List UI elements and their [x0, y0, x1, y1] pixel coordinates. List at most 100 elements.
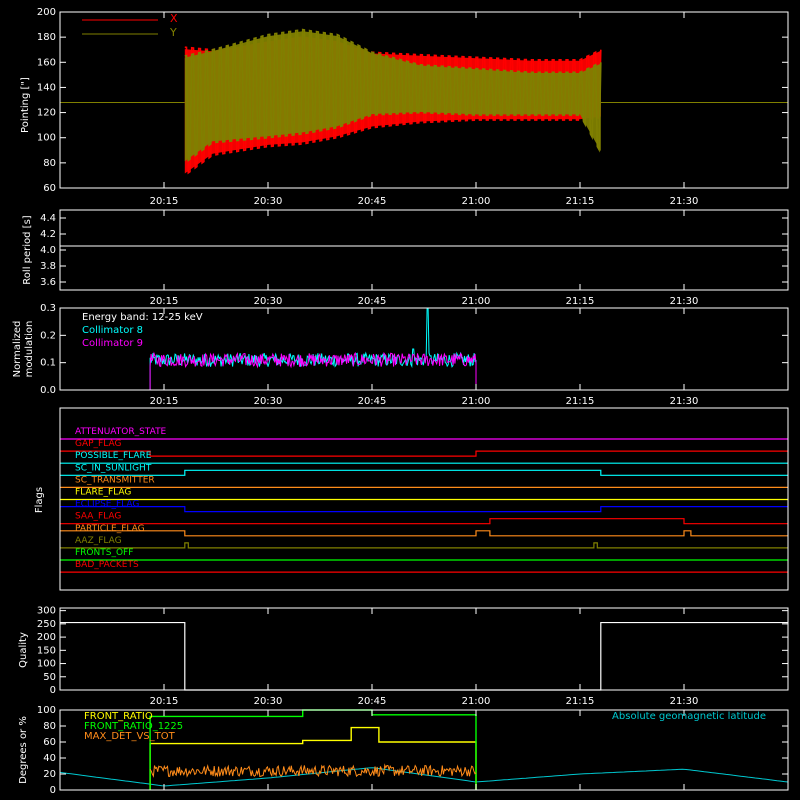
quality-ylabel: Quality	[18, 632, 29, 668]
roll-xtick-label: 20:15	[150, 296, 179, 307]
roll-ylabel: Roll period [s]	[22, 215, 33, 284]
modulation-xtick-label: 20:45	[358, 396, 387, 407]
pointing-ytick-label: 140	[37, 82, 56, 93]
flag-line-particle-flag	[60, 530, 788, 537]
flag-label-possible-flare: POSSIBLE_FLARE	[75, 451, 152, 461]
geomag-latitude-line	[59, 767, 789, 787]
pointing-plot-area	[60, 28, 788, 175]
modulation-ytick-label: 0.1	[40, 358, 56, 369]
pointing-xtick-label: 21:30	[670, 196, 699, 207]
flag-label-aaz-flag: AAZ_FLAG	[75, 536, 122, 546]
quality-ytick-label: 100	[37, 659, 56, 670]
modulation-plot-area	[60, 307, 788, 391]
quality-ytick-label: 50	[43, 672, 56, 683]
ratios-ytick-label: 100	[37, 705, 56, 716]
flags-plot-area: ATTENUATOR_STATE GAP_FLAG POSSIBLE_FLARE SC…	[60, 427, 788, 573]
modulation-xtick-label: 20:15	[150, 396, 179, 407]
modulation-ytick-label: 0.0	[40, 385, 56, 396]
flags-ylabel: Flags	[34, 487, 45, 513]
modulation-xtick-label: 21:30	[670, 396, 699, 407]
roll-ytick-label: 4.0	[40, 245, 56, 256]
modulation-xtick-label: 21:00	[462, 396, 491, 407]
pointing-xtick-label: 21:00	[462, 196, 491, 207]
energy-band-label: Energy band: 12-25 keV	[82, 312, 203, 323]
pointing-y-series	[184, 28, 602, 162]
pointing-xtick-label: 20:15	[150, 196, 179, 207]
ratios-panel: 0 20 40 60 80 100 Degrees or % FRONT_RATIO FR…	[18, 705, 789, 796]
pointing-y-series-fill	[184, 31, 601, 162]
ratio-series-1	[149, 726, 477, 790]
flag-label-eclipse-flag: ECLIPSE_FLAG	[75, 500, 139, 510]
ratios-ytick-label: 40	[43, 753, 56, 764]
ratios-ytick-label: 60	[43, 737, 56, 748]
roll-xtick-label: 20:45	[358, 296, 387, 307]
pointing-frame	[59, 11, 789, 189]
collimator8-label: Collimator 8	[82, 325, 143, 336]
ratios-ytick-label: 0	[50, 785, 56, 796]
geomag-label: Absolute geomagnetic latitude	[612, 711, 766, 722]
modulation-ylabel-line2: modulation	[24, 321, 35, 378]
max-det-label: MAX_DET_VS_TOT	[84, 731, 176, 742]
flag-label-sc-transmitter: SC_TRANSMITTER	[75, 475, 155, 485]
ratios-ytick-label: 80	[43, 721, 56, 732]
roll-ytick-label: 3.6	[40, 277, 56, 288]
modulation-series-2	[60, 351, 788, 391]
modulation-xtick-label: 21:15	[566, 396, 595, 407]
pointing-xtick-label: 21:15	[566, 196, 595, 207]
pointing-ylabel: Pointing ["]	[20, 77, 31, 133]
pointing-ytick-label: 180	[37, 32, 56, 43]
flag-label-fronts-off: FRONTS_OFF	[75, 548, 133, 558]
quality-xtick-label: 21:30	[670, 696, 699, 707]
roll-xtick-label: 21:30	[670, 296, 699, 307]
flag-line-aaz-flag	[60, 542, 788, 549]
front-ratio-label: FRONT_RATIO	[84, 711, 153, 722]
roll-xtick-label: 21:15	[566, 296, 595, 307]
modulation-xtick-label: 20:30	[254, 396, 283, 407]
modulation-ytick-label: 0.3	[40, 303, 56, 314]
quality-ytick-label: 300	[37, 606, 56, 617]
modulation-ylabel-line1: Normalized	[12, 321, 23, 378]
pointing-ytick-label: 80	[43, 158, 56, 169]
quality-ytick-label: 0	[50, 685, 56, 696]
roll-ytick-label: 4.4	[40, 213, 56, 224]
quality-xtick-label: 20:45	[358, 696, 387, 707]
ratios-ytick-label: 20	[43, 769, 56, 780]
pointing-ytick-label: 200	[37, 7, 56, 18]
flags-frame	[59, 407, 789, 591]
modulation-ytick-label: 0.2	[40, 330, 56, 341]
collimator9-label: Collimator 9	[82, 338, 143, 349]
quality-ytick-label: 250	[37, 619, 56, 630]
flag-label-flare-flag: FLARE_FLAG	[75, 488, 131, 498]
quality-xtick-label: 20:15	[150, 696, 179, 707]
quality-ytick-label: 150	[37, 645, 56, 656]
flag-line-gap-flag	[60, 450, 788, 457]
modulation-frame	[59, 307, 789, 391]
quality-xtick-label: 21:00	[462, 696, 491, 707]
flag-label-attenuator-state: ATTENUATOR_STATE	[75, 427, 167, 437]
front-ratio-1225-label: FRONT_RATIO_1225	[84, 721, 183, 732]
roll-panel: 20:15 20:30 20:45 21:00 21:15 21:30 3.6 3.8 4.0 4…	[22, 209, 789, 307]
flag-line-eclipse-flag	[60, 506, 788, 513]
ratios-frame	[59, 709, 789, 791]
pointing-panel: 20:15 20:30 20:45 21:00 21:15 21:30 60 80 100 120…	[20, 7, 789, 207]
modulation-panel: 20:15 20:30 20:45 21:00 21:15 21:30 0.0 0.1 0.2 0…	[12, 303, 789, 407]
ratios-ylabel: Degrees or %	[18, 716, 29, 784]
quality-panel: 20:15 20:30 20:45 21:00 21:15 21:30 0 50 100 150 2…	[18, 606, 789, 707]
flag-line-sc-in-sunlight	[60, 469, 788, 476]
roll-xtick-label: 21:00	[462, 296, 491, 307]
legend-y-label: Y	[169, 26, 177, 39]
pointing-ytick-label: 100	[37, 133, 56, 144]
legend-x-label: X	[170, 12, 178, 25]
flag-label-bad-packets: BAD_PACKETS	[75, 560, 139, 570]
pointing-ytick-label: 60	[43, 183, 56, 194]
flag-label-saa-flag: SAA_FLAG	[75, 512, 121, 522]
flag-label-gap-flag: GAP_FLAG	[75, 439, 121, 449]
pointing-xtick-label: 20:45	[358, 196, 387, 207]
quality-xtick-label: 20:30	[254, 696, 283, 707]
roll-ytick-label: 4.2	[40, 229, 56, 240]
quality-ytick-label: 200	[37, 632, 56, 643]
pointing-ytick-label: 120	[37, 108, 56, 119]
flags-panel: ATTENUATOR_STATE GAP_FLAG POSSIBLE_FLARE SC…	[34, 407, 789, 591]
pointing-ytick-label: 160	[37, 57, 56, 68]
flag-label-sc-in-sunlight: SC_IN_SUNLIGHT	[75, 463, 152, 473]
